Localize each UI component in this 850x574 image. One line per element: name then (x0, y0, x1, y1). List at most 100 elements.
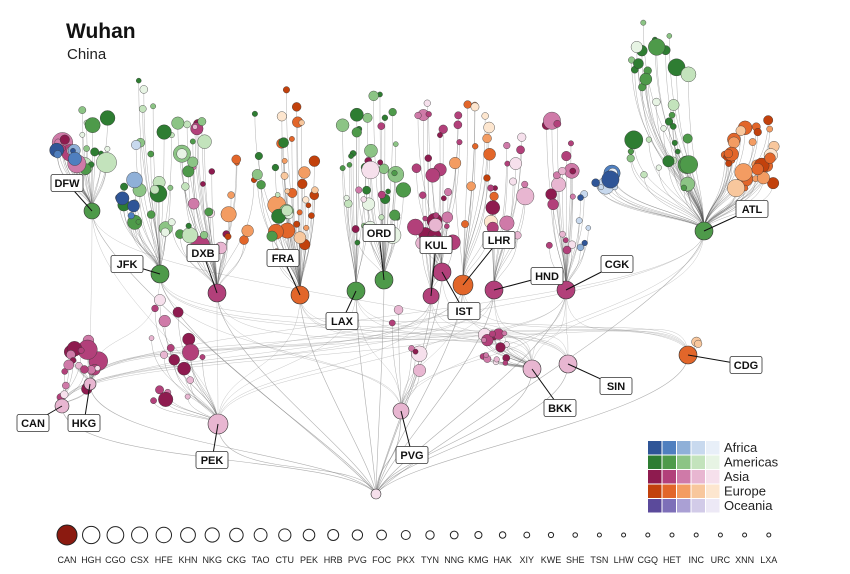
destination-node (139, 85, 149, 94)
origin-airport-tao[interactable] (253, 528, 268, 542)
origin-airport-lhw[interactable] (621, 532, 627, 538)
origin-airport-xnn[interactable] (742, 532, 748, 538)
hub-label-ist: IST (455, 306, 472, 318)
origin-airport-kmg[interactable] (474, 530, 483, 540)
destination-node (463, 100, 472, 109)
origin-airport-tyn[interactable] (425, 530, 435, 540)
destination-node (667, 58, 686, 77)
origin-airport-label: HGH (81, 555, 101, 565)
route-edge (375, 363, 569, 495)
destination-node (160, 227, 170, 237)
origin-airport-hrb[interactable] (327, 529, 340, 541)
destination-node (94, 365, 101, 371)
hub-label-box (325, 312, 359, 330)
destination-node (393, 305, 404, 315)
origin-airport-khn[interactable] (180, 527, 196, 543)
origin-airport-pek[interactable] (302, 528, 316, 542)
destination-node (438, 124, 448, 134)
hub-label-box (195, 451, 229, 469)
destination-node (509, 157, 522, 170)
origin-airport-kwe[interactable] (547, 531, 555, 539)
destination-node (158, 315, 171, 328)
route-edge (154, 308, 219, 425)
origin-airport-she[interactable] (572, 532, 578, 538)
legend-swatch (691, 455, 705, 469)
hub-label-bkk: BKK (548, 403, 572, 415)
origin-airport-xiy[interactable] (523, 531, 531, 539)
origin-airport-pkx[interactable] (400, 529, 411, 541)
destination-node (377, 159, 384, 166)
origin-airport-het[interactable] (669, 532, 675, 538)
destination-node (728, 136, 740, 149)
legend-swatch (706, 499, 720, 513)
origin-airport-can[interactable] (56, 524, 78, 546)
destination-node (601, 170, 620, 189)
destination-node (665, 117, 674, 126)
destination-node (385, 188, 391, 195)
destination-node (553, 171, 561, 180)
destination-node (648, 38, 666, 56)
destination-node (381, 114, 389, 121)
origin-airport-label: TAO (252, 555, 270, 565)
origin-airport-hgh[interactable] (82, 525, 101, 545)
destination-node (735, 125, 746, 136)
origin-airport-tsn[interactable] (596, 532, 602, 538)
destination-node (231, 154, 242, 165)
destination-node (395, 182, 412, 198)
destination-node (516, 187, 535, 206)
origin-airport-inc[interactable] (693, 532, 699, 538)
origin-airport-csx[interactable] (131, 526, 149, 544)
origin-airport-hfe[interactable] (155, 526, 173, 544)
destination-node (182, 343, 200, 361)
origin-airport-foc[interactable] (376, 529, 387, 541)
destination-node (280, 172, 289, 180)
origin-airport-label: HFE (155, 555, 173, 565)
destination-node (303, 224, 310, 231)
origin-airport-pvg[interactable] (351, 529, 364, 541)
destination-node (90, 147, 100, 157)
destination-node (350, 107, 364, 122)
destination-node (78, 106, 87, 114)
origin-airport-cgo[interactable] (106, 526, 125, 544)
destination-node (172, 306, 184, 318)
destination-node (158, 391, 174, 407)
origin-airport-hak[interactable] (498, 531, 507, 539)
hub-label-pek: PEK (201, 455, 224, 467)
origin-airport-urc[interactable] (717, 532, 723, 538)
origin-airport-label: HRB (324, 555, 343, 565)
origin-airport-lxa[interactable] (766, 532, 772, 538)
destination-node (292, 102, 302, 112)
origin-airport-nng[interactable] (449, 530, 459, 540)
origin-airport-ctu[interactable] (278, 528, 292, 542)
destination-node (155, 385, 164, 395)
destination-node (489, 330, 496, 338)
hub-label-atl: ATL (742, 204, 763, 216)
origin-airport-nkg[interactable] (204, 527, 220, 543)
origin-airport-label: HET (663, 555, 682, 565)
destination-node (311, 186, 319, 194)
destination-node (449, 157, 462, 170)
destination-node (545, 241, 553, 249)
route-edge (557, 123, 567, 291)
route-edge (669, 35, 705, 232)
destination-node (521, 180, 529, 188)
destination-node (553, 120, 562, 128)
destination-node (627, 148, 634, 155)
destination-node (274, 192, 281, 198)
origin-airport-ckg[interactable] (229, 527, 244, 543)
legend-label-americas: Americas (724, 455, 779, 470)
route-edge (375, 354, 689, 495)
destination-node (77, 347, 85, 354)
destination-node (561, 151, 572, 162)
destination-node (184, 393, 191, 400)
destination-node (493, 356, 500, 363)
legend-swatch (706, 455, 720, 469)
destination-node (227, 191, 235, 199)
destination-node (154, 294, 166, 306)
destination-node (624, 130, 644, 150)
destination-node (668, 111, 676, 119)
destination-node (63, 359, 75, 371)
origin-airport-cgq[interactable] (645, 532, 651, 538)
destination-node (147, 150, 155, 158)
destination-node (670, 123, 677, 130)
